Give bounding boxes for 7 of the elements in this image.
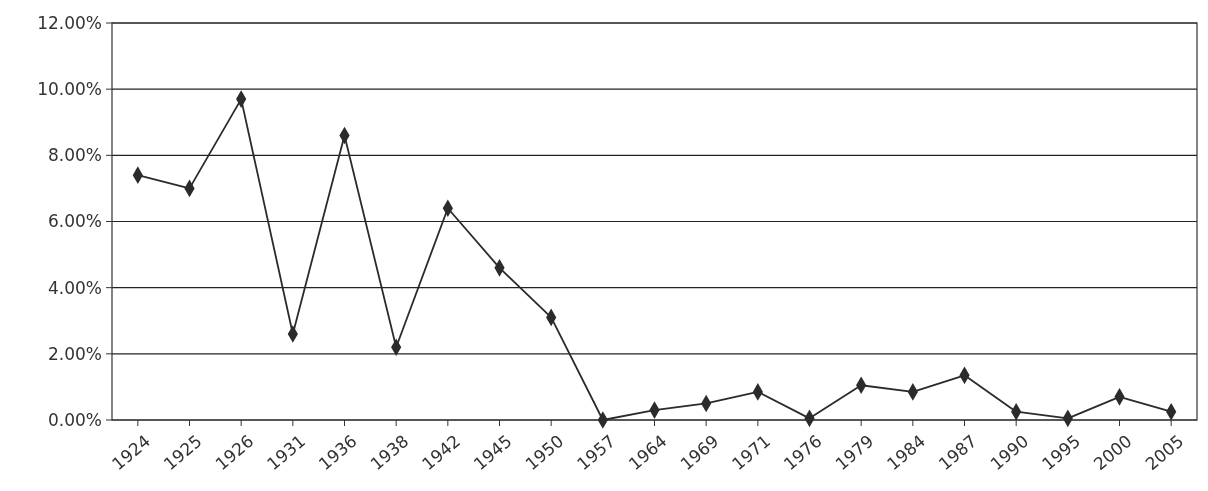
y-tick-label: 4.00% [47, 277, 102, 298]
y-tick-label: 12.00% [37, 12, 102, 33]
y-tick-label: 0.00% [47, 409, 102, 430]
y-tick-label: 10.00% [37, 79, 102, 100]
y-tick-label: 6.00% [47, 211, 102, 232]
y-tick-label: 2.00% [47, 343, 102, 364]
y-tick-label: 8.00% [47, 145, 102, 166]
